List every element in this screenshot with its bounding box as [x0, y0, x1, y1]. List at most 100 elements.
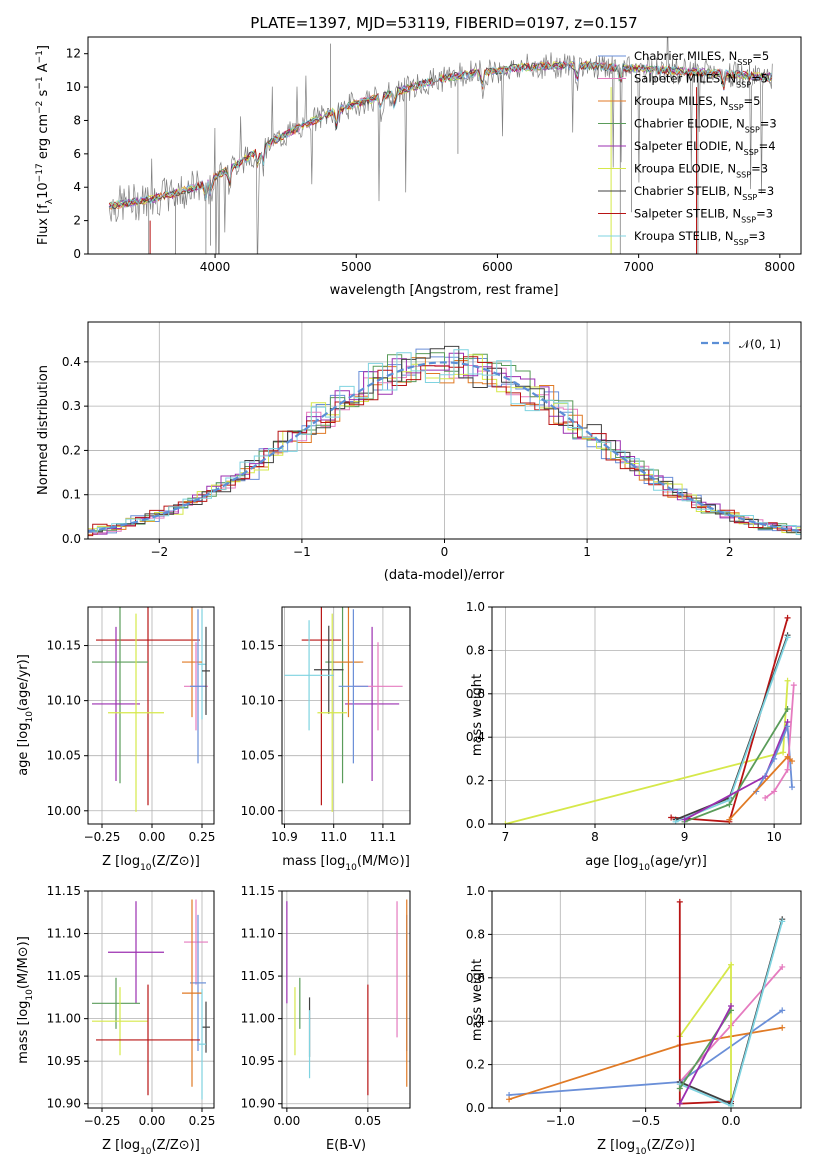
- x-tick-label: 6000: [482, 260, 513, 274]
- y-tick-label: 4: [73, 180, 81, 194]
- y-axis-label: mass weight: [470, 959, 485, 1041]
- x-axis-label: age [log10(age/yr)]: [585, 854, 707, 873]
- x-tick-label: −1: [293, 545, 311, 559]
- y-tick-label: 0.3: [62, 399, 81, 413]
- x-tick-label: 5000: [341, 260, 372, 274]
- x-tick-label: 8: [591, 830, 599, 844]
- y-tick-label: 10.00: [241, 804, 275, 818]
- weight-point-kroupa-elodie: [784, 677, 791, 684]
- y-tick-label: 1.0: [466, 884, 485, 898]
- legend-label-kroupa-elodie: Kroupa ELODIE, NSSP=3: [634, 162, 768, 180]
- mass-vs-ebv-panel: 0.00 0.05 10.90 10.95 11.00 11.05 11.10 11.15 E(…: [241, 884, 411, 1153]
- weight-point-chabrier-elodie: [676, 1085, 683, 1092]
- y-axis-label: mass [log10(M/M⊙)]: [16, 936, 35, 1064]
- x-axis-label: Z [log10(Z/Z⊙)]: [102, 854, 200, 873]
- weight-point-salpeter-stelib: [784, 614, 791, 621]
- y-tick-label: 11.10: [47, 927, 81, 941]
- legend: 𝒩(0, 1): [701, 337, 781, 351]
- y-tick-label: 10.90: [241, 1097, 275, 1111]
- legend-label-chabrier-elodie: Chabrier ELODIE, NSSP=3: [634, 117, 777, 135]
- x-tick-label: 7000: [623, 260, 654, 274]
- legend-label-salpeter-elodie: Salpeter ELODIE, NSSP=4: [634, 139, 776, 157]
- ticks: 0.00 0.05 10.90 10.95 11.00 11.05 11.10 11.15: [241, 884, 382, 1128]
- x-tick-label: 0.25: [189, 830, 216, 844]
- y-tick-label: 0.0: [62, 532, 81, 546]
- y-tick-label: 0.0: [466, 1101, 485, 1115]
- y-tick-label: 11.00: [241, 1012, 275, 1026]
- y-tick-label: 10.05: [241, 749, 275, 763]
- weight-line-salpeter-miles: [764, 685, 795, 799]
- x-axis-label: wavelength [Angstrom, rest frame]: [330, 283, 559, 298]
- x-tick-label: 11.1: [370, 830, 397, 844]
- weight-point-salpeter-miles: [771, 788, 778, 795]
- axes-frame: [281, 606, 411, 825]
- x-tick-label: 0.00: [139, 1114, 166, 1128]
- weight-point-salpeter-miles: [762, 794, 769, 801]
- y-tick-label: 10: [66, 80, 81, 94]
- mass-weight-vs-z-panel: −1.0 −0.5 0.0 0.0 0.2 0.4 0.6 0.8 1.0 Z [log10(Z/…: [466, 884, 802, 1157]
- x-tick-label: 0.00: [274, 1114, 301, 1128]
- weight-point-chabrier-miles: [779, 1007, 786, 1014]
- residuals-panel: −2 −1 0 1 2 0.0 0.1 0.2 0.3 0.4 𝒩(0, 1) (data-model…: [36, 321, 802, 583]
- y-tick-label: 0.2: [466, 1058, 485, 1072]
- legend-label-kroupa-stelib: Kroupa STELIB, NSSP=3: [634, 229, 765, 247]
- grid: [282, 607, 410, 824]
- legend-label-salpeter-stelib: Salpeter STELIB, NSSP=3: [634, 207, 773, 225]
- y-tick-label: 12: [66, 47, 81, 61]
- y-tick-label: 10.95: [47, 1054, 81, 1068]
- x-axis-label: Z [log10(Z/Z⊙)]: [597, 1138, 695, 1157]
- age-vs-mass-panel: 10.9 11.0 11.1 10.00 10.05 10.10 10.15 mass [lo…: [241, 606, 411, 873]
- y-tick-label: 0.2: [466, 774, 485, 788]
- x-tick-label: 2: [726, 545, 734, 559]
- legend-label-kroupa-miles: Kroupa MILES, NSSP=5: [634, 94, 760, 112]
- x-tick-label: 0: [441, 545, 449, 559]
- ticks: −1.0 −0.5 0.0 0.0 0.2 0.4 0.6 0.8 1.0: [466, 884, 741, 1128]
- axes-frame: [281, 890, 411, 1109]
- grid: [88, 890, 214, 1108]
- y-tick-label: 11.10: [241, 927, 275, 941]
- normal-curve: [88, 361, 801, 533]
- figure-title: PLATE=1397, MJD=53119, FIBERID=0197, z=0…: [250, 14, 637, 32]
- x-tick-label: 0.00: [139, 830, 166, 844]
- y-axis-label: Normed distribution: [36, 365, 51, 495]
- weight-line-salpeter-elodie: [684, 721, 789, 821]
- weight-point-kroupa-stelib: [779, 918, 786, 925]
- x-tick-label: 1: [583, 545, 591, 559]
- y-tick-label: 11.05: [241, 969, 275, 983]
- y-tick-label: 0.1: [62, 488, 81, 502]
- x-tick-label: 0.0: [721, 1114, 740, 1128]
- y-axis-label: mass weight: [470, 674, 485, 756]
- y-tick-label: 6: [73, 147, 81, 161]
- spectrum-panel: 4000 5000 6000 7000 8000 0 2 4 6 8 10 12 Chabrier MI…: [35, 36, 802, 298]
- plot-area: [92, 607, 210, 812]
- weight-point-salpeter-miles: [790, 682, 797, 689]
- legend-label-chabrier-stelib: Chabrier STELIB, NSSP=3: [634, 184, 774, 202]
- y-tick-label: 11.00: [47, 1012, 81, 1026]
- x-tick-label: −0.25: [84, 830, 121, 844]
- x-axis-label: Z [log10(Z/Z⊙)]: [102, 1138, 200, 1157]
- weight-point-kroupa-miles: [779, 1024, 786, 1031]
- weight-point-kroupa-miles: [726, 816, 733, 823]
- weight-point-salpeter-miles: [784, 766, 791, 773]
- legend-label-salpeter-miles: Salpeter MILES, NSSP=5: [634, 72, 768, 90]
- plot-area: [88, 345, 801, 537]
- model-spectrum-kroupa-stelib: [109, 60, 772, 208]
- plot-area: [108, 37, 773, 254]
- plot-area: [502, 614, 797, 824]
- ticks: 4000 5000 6000 7000 8000 0 2 4 6 8 10 12: [66, 47, 795, 274]
- weight-point-salpeter-elodie: [676, 1100, 683, 1107]
- y-tick-label: 1.0: [466, 600, 485, 614]
- y-tick-label: 10.15: [241, 639, 275, 653]
- plot-area: [92, 899, 210, 1100]
- y-tick-label: 2: [73, 214, 81, 228]
- axes-frame: [491, 606, 802, 825]
- weight-point-chabrier-miles: [771, 755, 778, 762]
- legend-label-chabrier-miles: Chabrier MILES, NSSP=5: [634, 49, 769, 67]
- weight-point-kroupa-miles: [784, 753, 791, 760]
- weight-line-salpeter-stelib: [671, 617, 789, 823]
- weight-point-kroupa-elodie: [728, 961, 735, 968]
- x-tick-label: 7: [502, 830, 510, 844]
- y-tick-label: 0: [73, 247, 81, 261]
- x-tick-label: −0.25: [84, 1114, 121, 1128]
- x-tick-label: 10: [766, 830, 781, 844]
